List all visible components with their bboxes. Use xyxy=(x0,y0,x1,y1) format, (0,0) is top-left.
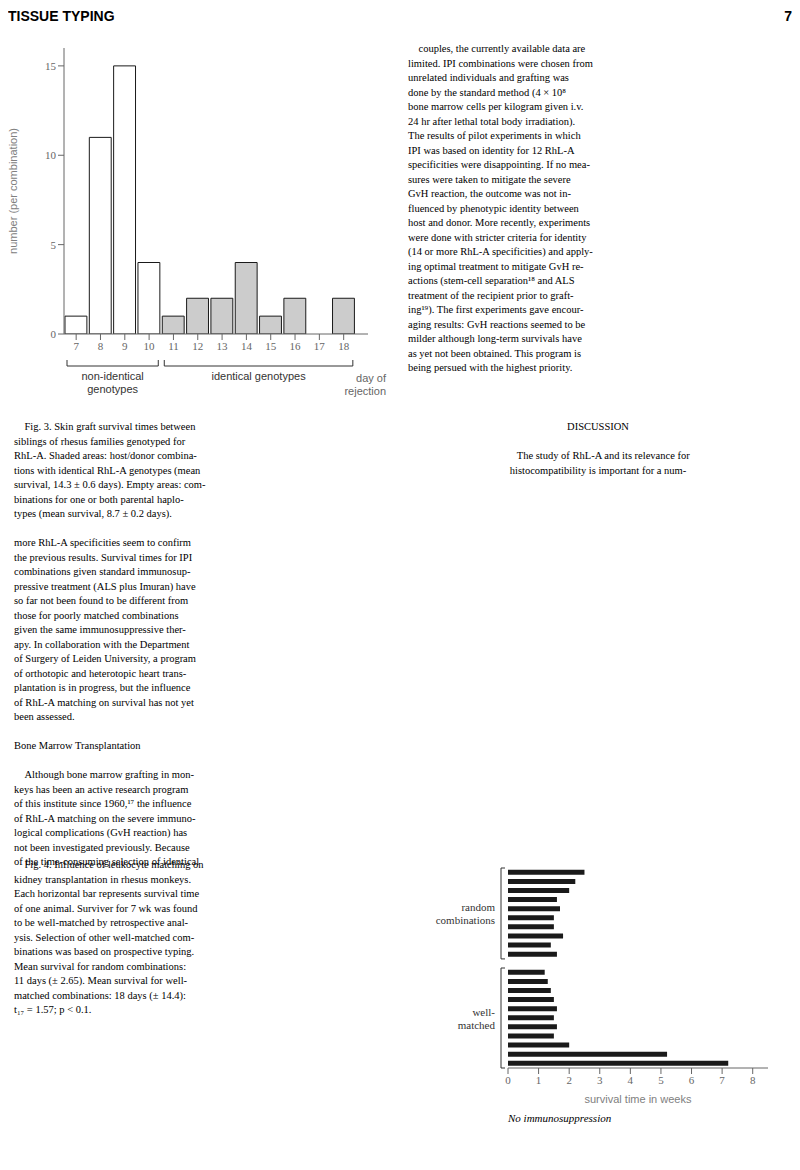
html-text:Fig. 4. Influence of leukocyte: Fig. 4. Influence of leukocyte matching … xyxy=(14,859,204,1015)
svg-text:10: 10 xyxy=(144,340,156,352)
svg-text:14: 14 xyxy=(241,340,253,352)
svg-text:7: 7 xyxy=(73,340,79,352)
svg-text:18: 18 xyxy=(338,340,350,352)
svg-text:8: 8 xyxy=(98,340,104,352)
svg-text:1: 1 xyxy=(536,1074,542,1086)
svg-text:0: 0 xyxy=(505,1074,511,1086)
svg-text:well-matched: well-matched xyxy=(458,1006,496,1031)
svg-text:randomcombinations: randomcombinations xyxy=(436,901,496,926)
svg-text:5: 5 xyxy=(51,239,57,251)
html-text:Fig. 3. Skin graft survival ti: Fig. 3. Skin graft survival times betwee… xyxy=(14,421,206,867)
svg-text:16: 16 xyxy=(290,340,302,352)
svg-text:survival time in weeks: survival time in weeks xyxy=(585,1093,692,1105)
svg-text:identical genotypes: identical genotypes xyxy=(211,370,306,382)
svg-text:4: 4 xyxy=(628,1074,634,1086)
html-text:TISSUE TYPING: TISSUE TYPING xyxy=(8,8,115,24)
svg-text:7: 7 xyxy=(719,1074,725,1086)
svg-text:6: 6 xyxy=(689,1074,695,1086)
html-text:couples, the currently availab: couples, the currently available data ar… xyxy=(408,43,593,373)
svg-text:8: 8 xyxy=(750,1074,756,1086)
html-text:DISCUSSION The study of RhL-A: DISCUSSION The study of RhL-A and its re… xyxy=(506,421,690,476)
svg-text:10: 10 xyxy=(45,149,57,161)
svg-text:13: 13 xyxy=(217,340,229,352)
svg-text:non-identicalgenotypes: non-identicalgenotypes xyxy=(81,370,143,395)
svg-text:12: 12 xyxy=(192,340,203,352)
svg-text:11: 11 xyxy=(168,340,179,352)
svg-text:15: 15 xyxy=(265,340,277,352)
svg-text:0: 0 xyxy=(51,328,57,340)
svg-text:17: 17 xyxy=(314,340,326,352)
svg-text:day ofrejection: day ofrejection xyxy=(344,372,387,397)
svg-text:3: 3 xyxy=(597,1074,603,1086)
svg-text:number (per combination): number (per combination) xyxy=(8,128,19,254)
html-text:No immunosuppression: No immunosuppression xyxy=(508,1112,612,1124)
svg-text:2: 2 xyxy=(566,1074,572,1086)
svg-text:5: 5 xyxy=(658,1074,664,1086)
svg-text:15: 15 xyxy=(45,60,57,72)
html-text:7: 7 xyxy=(784,8,792,24)
svg-text:9: 9 xyxy=(122,340,128,352)
